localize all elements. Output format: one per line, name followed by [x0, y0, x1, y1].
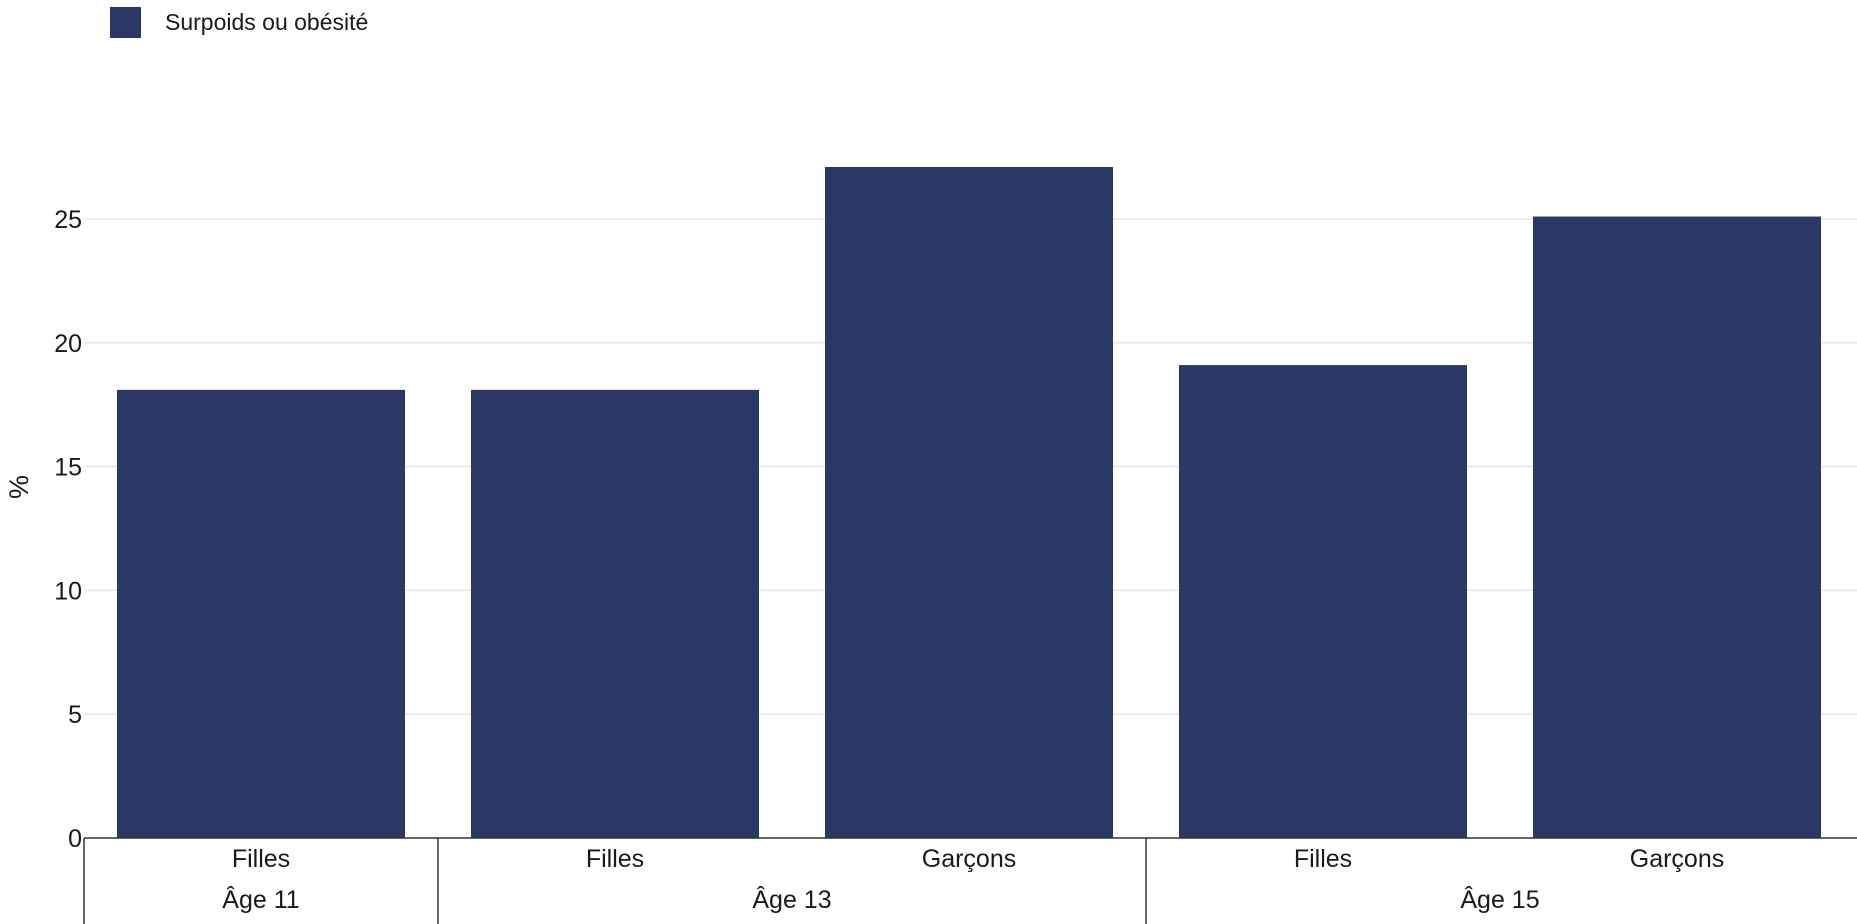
- x-category-label: Garçons: [922, 845, 1016, 873]
- y-axis: 0 5 10 15 20 25: [54, 206, 82, 853]
- y-tick-label: 0: [68, 825, 82, 853]
- x-category-label: Filles: [1294, 845, 1352, 873]
- legend-swatch: [110, 7, 141, 38]
- y-tick-label: 20: [54, 330, 82, 358]
- x-group-label: Âge 13: [752, 885, 831, 914]
- x-group-label: Âge 15: [1460, 885, 1539, 914]
- x-category-label: Filles: [232, 845, 290, 873]
- y-tick-label: 5: [68, 701, 82, 729]
- legend: Surpoids ou obésité: [110, 7, 368, 38]
- x-category-label: Filles: [586, 845, 644, 873]
- y-tick-label: 10: [54, 577, 82, 605]
- y-tick-label: 15: [54, 454, 82, 482]
- y-axis-label: %: [4, 475, 34, 499]
- bars: [117, 167, 1821, 839]
- bar[interactable]: [1179, 365, 1467, 838]
- x-axis: Filles Filles Garçons Filles Garçons Âge 11 Âg…: [83, 837, 1857, 924]
- x-group-label: Âge 11: [222, 885, 299, 914]
- bar[interactable]: [471, 389, 759, 838]
- x-category-label: Garçons: [1630, 845, 1724, 873]
- legend-label: Surpoids ou obésité: [165, 9, 369, 35]
- bar[interactable]: [825, 167, 1113, 838]
- bar[interactable]: [1533, 216, 1821, 839]
- bar[interactable]: [117, 389, 405, 838]
- y-tick-label: 25: [54, 206, 82, 234]
